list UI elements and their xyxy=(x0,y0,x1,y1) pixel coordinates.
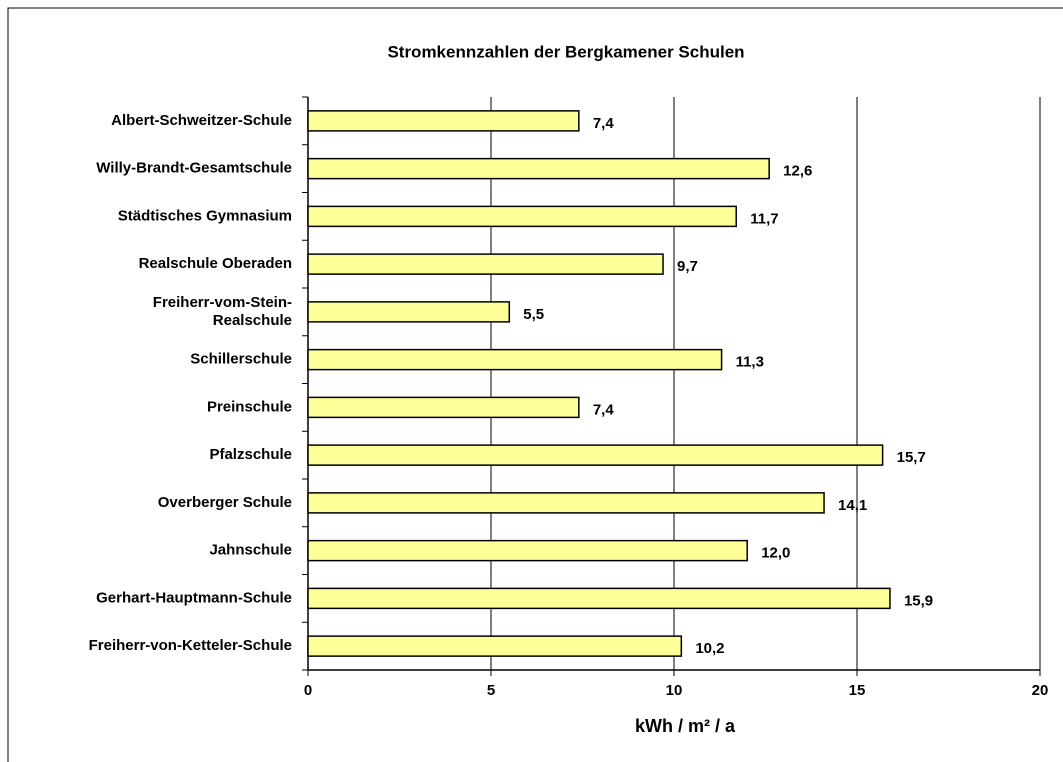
value-label: 15,7 xyxy=(897,449,926,466)
bar xyxy=(307,635,683,657)
value-label: 12,0 xyxy=(761,545,790,562)
value-label: 12,6 xyxy=(783,163,812,180)
y-tick-label: Schillerschule xyxy=(190,351,292,368)
bar xyxy=(307,301,511,323)
y-tick-label: Städtisches Gymnasium xyxy=(118,207,292,224)
x-tick-label: 10 xyxy=(666,682,683,699)
bar xyxy=(307,253,664,275)
frame xyxy=(7,7,1063,762)
value-label: 10,2 xyxy=(695,640,724,657)
bar xyxy=(307,396,580,419)
x-tick-label: 20 xyxy=(1032,682,1049,699)
y-tick-label: Willy-Brandt-Gesamtschule xyxy=(96,160,292,177)
y-tick-label: Preinschule xyxy=(207,398,292,415)
bar xyxy=(307,205,737,228)
y-tick-label: Albert-Schweitzer-Schule xyxy=(111,112,292,129)
bar xyxy=(307,539,748,562)
y-tick-label: Overberger Schule xyxy=(158,494,292,511)
bar xyxy=(307,492,825,514)
value-label: 7,4 xyxy=(593,401,615,418)
y-tick-label: Pfalzschule xyxy=(209,446,292,463)
y-tick-label: Gerhart-Hauptmann-Schule xyxy=(96,589,292,606)
bar xyxy=(307,587,891,610)
value-label: 11,7 xyxy=(750,210,778,227)
y-tick-label: Freiherr-von-Ketteler-Schule xyxy=(89,637,292,654)
value-label: 14,1 xyxy=(838,497,867,514)
value-label: 7,4 xyxy=(593,115,615,132)
x-tick-label: 5 xyxy=(487,682,495,699)
bar xyxy=(307,110,580,132)
x-tick-label: 0 xyxy=(304,682,312,699)
x-tick-label: 15 xyxy=(849,682,866,699)
value-label: 5,5 xyxy=(523,306,544,323)
y-tick-label: Realschule Oberaden xyxy=(139,255,292,272)
y-tick-label: Freiherr-vom-Stein-Realschule xyxy=(153,294,292,329)
value-label: 11,3 xyxy=(736,354,764,371)
value-label: 15,9 xyxy=(904,592,933,609)
bar xyxy=(307,157,770,180)
bar xyxy=(307,444,884,466)
y-tick-label: Jahnschule xyxy=(209,542,292,559)
x-axis-label: kWh / m² / a xyxy=(635,716,736,736)
value-label: 9,7 xyxy=(677,258,698,275)
chart-title: Stromkennzahlen der Bergkamener Schulen xyxy=(387,42,744,61)
bar xyxy=(307,348,723,371)
